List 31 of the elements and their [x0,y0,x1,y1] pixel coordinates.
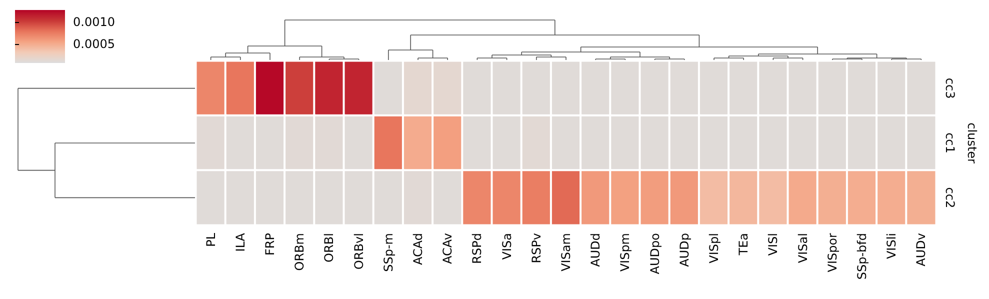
y-tick-label: cc3 [943,78,957,99]
x-tick-label: ILA [233,232,248,252]
x-tick-label: ACAd [411,233,425,265]
x-tick-label: AUDv [914,233,928,266]
x-tick-label: ACAv [440,233,455,264]
x-tick-label: RSPv [529,233,544,264]
y-axis-title: cluster [965,122,979,164]
x-tick-label: VISa [500,233,514,260]
x-tick-label: SSp-bfd [855,233,869,280]
x-tick-label: AUDpo [648,233,662,274]
x-tick-label: VISam [559,233,573,272]
x-tick-label: VISli [884,233,899,260]
x-tick-label: SSp-m [381,233,396,272]
x-tick-label: VISpm [618,233,632,272]
color-bar-label: 0.0005 [73,37,115,52]
x-tick-label: VISpor [825,232,840,272]
x-tick-label: PL [204,232,218,247]
x-tick-label: VISl [766,233,780,256]
x-tick-label: AUDd [588,233,603,267]
x-tick-label: ORBvl [352,233,366,270]
x-tick-label: TEa [736,233,751,256]
y-tick-label: cc1 [943,132,957,154]
x-tick-label: VISpl [707,233,721,264]
x-tick-label: VISal [796,233,810,264]
x-tick-label: ORBm [292,233,307,271]
color-bar-label: 0.0010 [73,14,115,29]
x-tick-label: ORBl [322,233,336,262]
x-tick-label: AUDp [677,233,692,267]
x-tick-label: RSPd [470,233,484,264]
x-tick-label: FRP [263,233,277,256]
y-tick-label: cc2 [943,187,957,208]
